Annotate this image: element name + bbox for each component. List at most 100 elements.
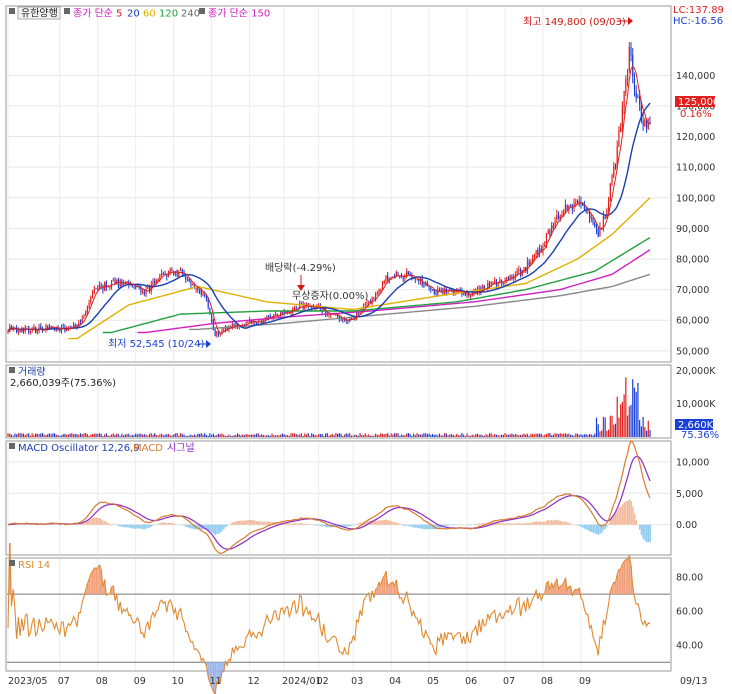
volume-bar bbox=[488, 433, 491, 437]
ma-settings-icon[interactable] bbox=[64, 8, 70, 14]
volume-bar bbox=[169, 435, 171, 437]
ma150-settings-icon[interactable] bbox=[199, 8, 205, 14]
volume-bar bbox=[378, 434, 380, 437]
macd-oscillator-bar bbox=[193, 524, 196, 530]
volume-bar bbox=[193, 434, 195, 437]
volume-bar bbox=[112, 433, 114, 437]
candle-body bbox=[587, 211, 589, 213]
macd-oscillator-bar bbox=[157, 523, 160, 525]
macd-oscillator-bar bbox=[592, 524, 594, 533]
macd-oscillator-bar bbox=[126, 524, 128, 528]
candle-body bbox=[202, 293, 204, 296]
candle-body bbox=[437, 289, 439, 296]
macd-oscillator-bar bbox=[93, 517, 96, 525]
macd-oscillator-bar bbox=[507, 523, 510, 525]
macd-oscillator-bar bbox=[74, 524, 77, 525]
volume-title: 거래량 bbox=[18, 366, 46, 378]
candle-body bbox=[29, 331, 32, 333]
volume-bar bbox=[469, 435, 472, 437]
time-tick-label: 09/13 bbox=[680, 676, 707, 687]
candle-body bbox=[599, 226, 601, 237]
volume-bar bbox=[285, 434, 287, 437]
candle-body bbox=[604, 215, 606, 219]
volume-bar bbox=[368, 434, 370, 437]
macd-oscillator-bar bbox=[645, 524, 648, 543]
candle-body bbox=[399, 276, 401, 278]
macd-oscillator-bar bbox=[219, 524, 222, 533]
volume-bar bbox=[160, 433, 163, 437]
macd-oscillator-bar bbox=[614, 513, 617, 525]
volume-bar bbox=[104, 434, 106, 437]
volume-bar bbox=[374, 433, 377, 437]
time-tick-label: 11 bbox=[210, 676, 222, 687]
volume-bar bbox=[494, 434, 496, 437]
macd-oscillator-bar bbox=[288, 523, 291, 525]
volume-bar bbox=[540, 433, 542, 437]
candle-body bbox=[407, 270, 409, 275]
volume-bar bbox=[597, 424, 599, 437]
macd-oscillator-bar bbox=[167, 522, 170, 525]
macd-oscillator-bar bbox=[305, 523, 308, 525]
volume-bar bbox=[188, 435, 190, 437]
stock-name-box[interactable] bbox=[17, 6, 61, 20]
macd-oscillator-bar bbox=[349, 524, 351, 527]
macd-oscillator-bar bbox=[150, 524, 153, 527]
volume-bar bbox=[262, 434, 265, 437]
macd-oscillator-bar bbox=[545, 520, 548, 525]
rsi-settings-icon[interactable] bbox=[9, 560, 15, 566]
rsi-overbought-fill bbox=[576, 589, 579, 595]
volume-bar bbox=[390, 433, 392, 437]
macd-oscillator-bar bbox=[302, 523, 305, 525]
macd-oscillator-bar bbox=[542, 521, 544, 525]
volume-bar bbox=[231, 435, 233, 437]
candle-body bbox=[387, 275, 389, 281]
rsi-overbought-fill bbox=[93, 568, 96, 595]
volume-settings-icon[interactable] bbox=[9, 367, 15, 373]
candle-body bbox=[178, 271, 180, 278]
volume-bar bbox=[12, 435, 14, 437]
rsi-overbought-fill bbox=[552, 588, 555, 595]
volume-bar bbox=[621, 401, 623, 437]
volume-bar bbox=[573, 435, 575, 437]
volume-bar bbox=[637, 382, 639, 437]
candle-body bbox=[595, 227, 598, 230]
volume-bar bbox=[86, 434, 88, 437]
macd-oscillator-bar bbox=[255, 521, 258, 525]
candle-body bbox=[433, 289, 435, 294]
candle-body bbox=[91, 293, 94, 298]
candle-body bbox=[609, 183, 611, 202]
volume-bar bbox=[236, 433, 239, 437]
macd-oscillator-bar bbox=[518, 522, 520, 525]
macd-oscillator-bar bbox=[343, 524, 346, 527]
macd-oscillator-bar bbox=[390, 521, 393, 525]
rsi-overbought-fill bbox=[557, 589, 560, 595]
volume-bar bbox=[140, 433, 142, 437]
volume-bar bbox=[109, 435, 111, 437]
volume-bar bbox=[326, 433, 328, 437]
candle-body bbox=[7, 331, 9, 333]
volume-bar bbox=[518, 435, 520, 437]
volume-bar bbox=[247, 434, 249, 437]
volume-bar bbox=[457, 435, 460, 437]
volume-bar bbox=[442, 435, 444, 437]
macd-oscillator-bar bbox=[557, 520, 560, 525]
candle-body bbox=[226, 326, 228, 330]
macd-oscillator-bar bbox=[606, 524, 608, 527]
candle-body bbox=[400, 276, 403, 278]
panel-toggle-icon[interactable] bbox=[9, 8, 15, 14]
macd-oscillator-bar bbox=[647, 524, 650, 543]
volume-bar bbox=[495, 434, 498, 437]
candle-body bbox=[337, 314, 339, 317]
macd-oscillator-bar bbox=[356, 523, 358, 525]
macd-settings-icon[interactable] bbox=[9, 443, 15, 449]
volume-bar bbox=[576, 433, 579, 437]
candle-body bbox=[383, 281, 385, 284]
rsi-oversold-fill bbox=[209, 662, 211, 683]
volume-bar bbox=[404, 435, 406, 437]
rsi-overbought-fill bbox=[104, 579, 106, 595]
candle-body bbox=[385, 276, 387, 282]
macd-oscillator-bar bbox=[164, 522, 166, 525]
volume-bar bbox=[642, 416, 644, 437]
volume-bar bbox=[381, 433, 384, 437]
volume-bar bbox=[255, 433, 258, 437]
